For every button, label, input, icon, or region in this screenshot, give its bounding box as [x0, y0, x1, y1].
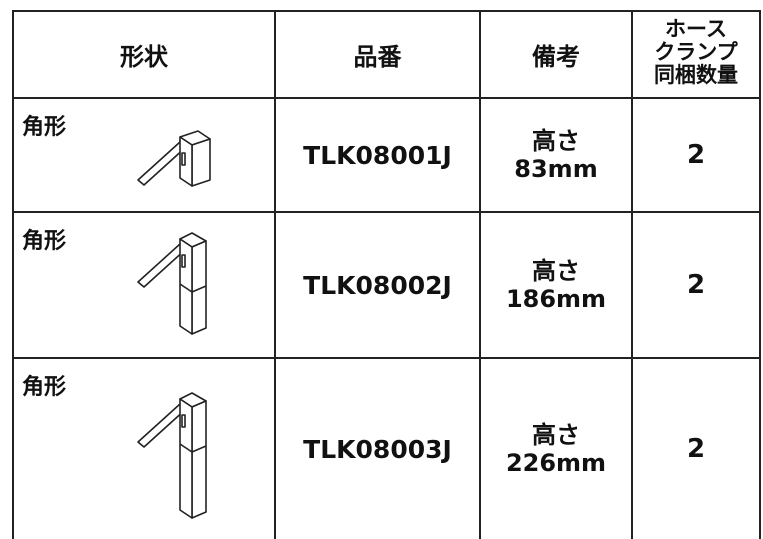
rule: [274, 10, 276, 539]
faucet-icon: [137, 130, 211, 187]
rule: [12, 97, 761, 99]
model-cell: TLK08003J: [276, 359, 479, 539]
model-number: TLK08003J: [303, 434, 452, 464]
rule: [12, 10, 761, 12]
quantity-cell: 2: [633, 213, 759, 357]
rule: [759, 10, 761, 539]
note-text: 高さ: [532, 421, 580, 449]
quantity: 2: [686, 140, 706, 170]
header-text: 備考: [532, 43, 580, 71]
rule: [12, 10, 14, 539]
shape-label: 角形: [22, 115, 67, 140]
note-cell: 高さ 226mm: [481, 359, 631, 539]
note-cell: 高さ 186mm: [481, 213, 631, 357]
note-text: 186mm: [505, 285, 607, 313]
header-text: クランプ: [654, 40, 738, 64]
note-text: 高さ: [532, 127, 580, 155]
faucet-icon: [137, 232, 207, 335]
note-cell: 高さ 83mm: [481, 99, 631, 211]
header-text: 品番: [353, 43, 402, 71]
header-cell: 形状: [14, 12, 274, 97]
faucet-icon: [137, 392, 207, 519]
rule: [12, 211, 761, 213]
header-cell: 備考: [481, 12, 631, 97]
model-number: TLK08002J: [303, 270, 452, 300]
header-text: 形状: [120, 43, 168, 71]
shape-label: 角形: [22, 229, 67, 254]
rule: [479, 10, 481, 539]
model-cell: TLK08002J: [276, 213, 479, 357]
header-cell: ホース クランプ 同梱数量: [633, 8, 759, 97]
header-text: ホース: [665, 17, 727, 41]
shape-label: 角形: [22, 375, 67, 400]
quantity-cell: 2: [633, 359, 759, 539]
rule: [631, 10, 633, 539]
note-text: 83mm: [514, 155, 598, 183]
header-text: 同梱数量: [654, 63, 738, 87]
model-number: TLK08001J: [303, 140, 452, 170]
note-text: 高さ: [532, 257, 580, 285]
rule: [12, 357, 761, 359]
quantity: 2: [686, 270, 706, 300]
header-cell: 品番: [276, 12, 479, 97]
note-text: 226mm: [505, 449, 607, 477]
quantity: 2: [686, 434, 706, 464]
quantity-cell: 2: [633, 99, 759, 211]
model-cell: TLK08001J: [276, 99, 479, 211]
